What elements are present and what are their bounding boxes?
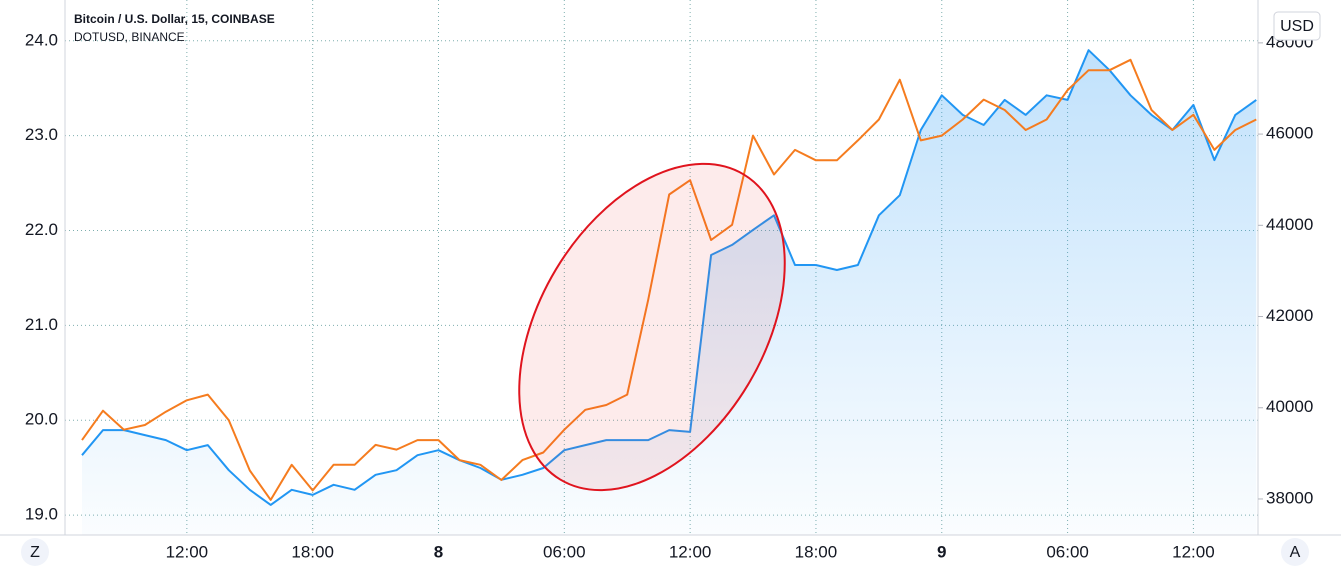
- y2-tick-label: 42000: [1266, 306, 1313, 325]
- currency-button[interactable]: [1273, 11, 1321, 41]
- x-tick-label: 18:00: [795, 542, 838, 561]
- x-tick-label: 8: [434, 542, 443, 561]
- y2-tick-label: 44000: [1266, 215, 1313, 234]
- y-tick-label: 21.0: [25, 315, 58, 334]
- x-tick-label: 18:00: [291, 542, 334, 561]
- zoom-button[interactable]: [21, 538, 49, 566]
- auto-button[interactable]: [1281, 538, 1309, 566]
- highlight-ellipse: [518, 162, 786, 492]
- y2-tick-label: 38000: [1266, 488, 1313, 507]
- y-tick-label: 22.0: [25, 220, 58, 239]
- chart-title: Bitcoin / U.S. Dollar, 15, COINBASE: [74, 12, 275, 26]
- y-tick-label: 23.0: [25, 125, 58, 144]
- y-tick-label: 20.0: [25, 410, 58, 429]
- y2-tick-label: 40000: [1266, 397, 1313, 416]
- x-tick-label: 9: [937, 542, 946, 561]
- zoom-button-label[interactable]: Z: [30, 544, 40, 561]
- area-fill: [82, 50, 1257, 535]
- x-tick-label: 12:00: [166, 542, 209, 561]
- x-tick-label: 06:00: [1046, 542, 1089, 561]
- y2-tick-label: 46000: [1266, 124, 1313, 143]
- series-line: [81, 58, 1257, 501]
- chart-subtitle: DOTUSD, BINANCE: [74, 30, 185, 44]
- x-tick-label: 06:00: [543, 542, 586, 561]
- plot: [81, 49, 1257, 535]
- currency-label[interactable]: USD: [1280, 18, 1314, 35]
- x-tick-label: 12:00: [1172, 542, 1215, 561]
- x-tick-label: 12:00: [669, 542, 712, 561]
- auto-button-label[interactable]: A: [1290, 544, 1301, 561]
- y-tick-label: 19.0: [25, 505, 58, 524]
- y-tick-label: 24.0: [25, 30, 58, 49]
